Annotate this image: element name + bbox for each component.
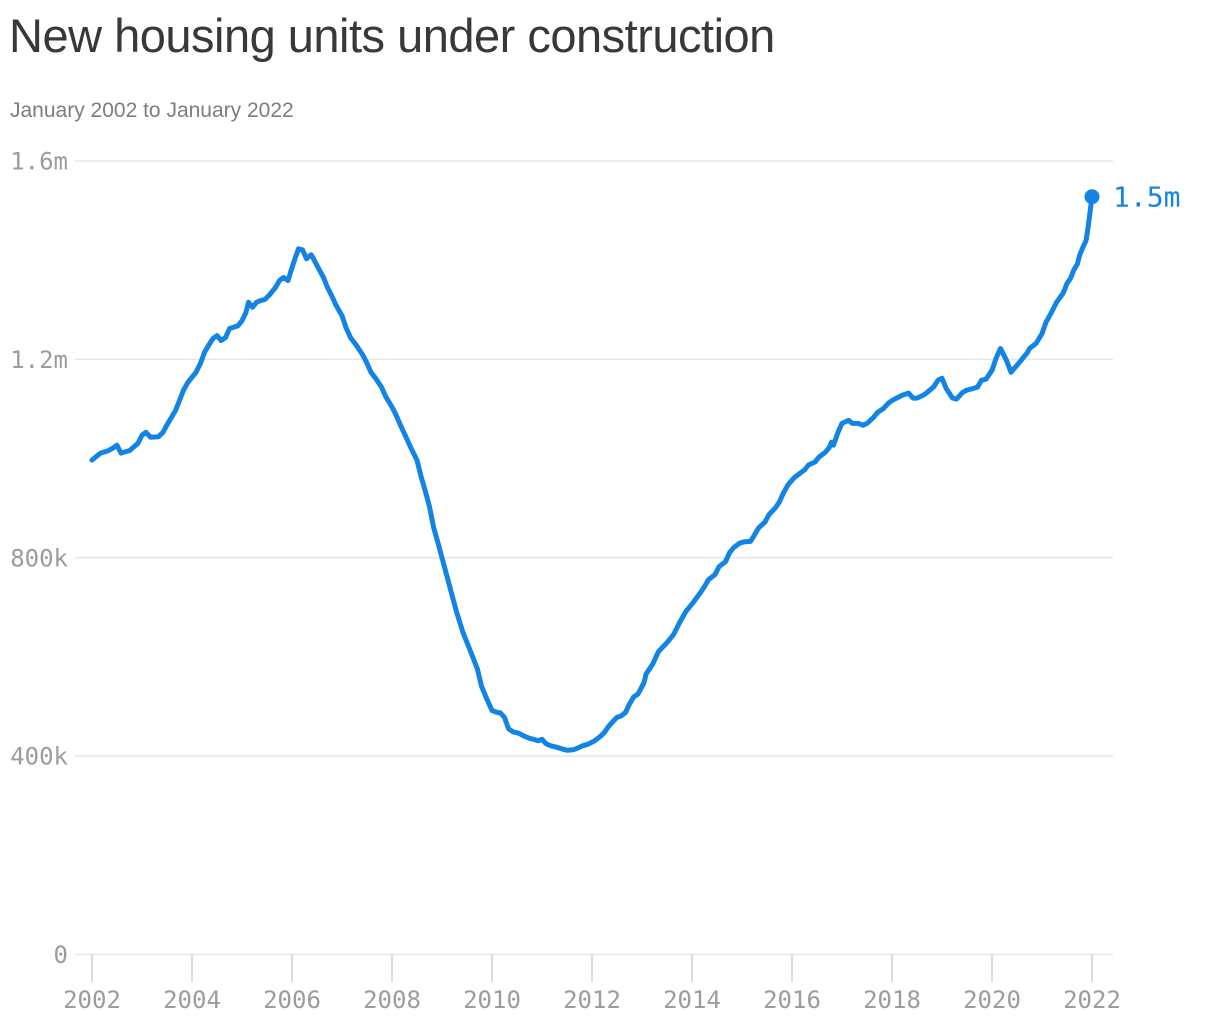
- y-axis-label-800k: 800k: [10, 544, 68, 572]
- x-axis-label-2002: 2002: [63, 986, 121, 1014]
- endpoint-value-label: 1.5m: [1113, 181, 1180, 214]
- x-axis-label-2022: 2022: [1063, 986, 1121, 1014]
- x-axis-label-2014: 2014: [663, 986, 721, 1014]
- data-line: [89, 194, 1095, 753]
- x-axis-label-2020: 2020: [963, 986, 1021, 1014]
- x-axis-label-2004: 2004: [163, 986, 221, 1014]
- x-axis-label-2018: 2018: [863, 986, 921, 1014]
- y-axis-label-0: 0: [54, 941, 68, 969]
- chart-subtitle: January 2002 to January 2022: [10, 99, 294, 122]
- x-axis-label-2012: 2012: [563, 986, 621, 1014]
- x-axis-label-2008: 2008: [363, 986, 421, 1014]
- x-axis-label-2016: 2016: [763, 986, 821, 1014]
- y-axis-label-1.2m: 1.2m: [10, 346, 68, 374]
- endpoint-dot: [1084, 189, 1100, 205]
- y-axis-label-400k: 400k: [10, 743, 68, 771]
- x-axis-label-2010: 2010: [463, 986, 521, 1014]
- y-axis-label-1.6m: 1.6m: [10, 148, 68, 176]
- chart-title: New housing units under construction: [9, 9, 775, 62]
- x-axis-label-2006: 2006: [263, 986, 321, 1014]
